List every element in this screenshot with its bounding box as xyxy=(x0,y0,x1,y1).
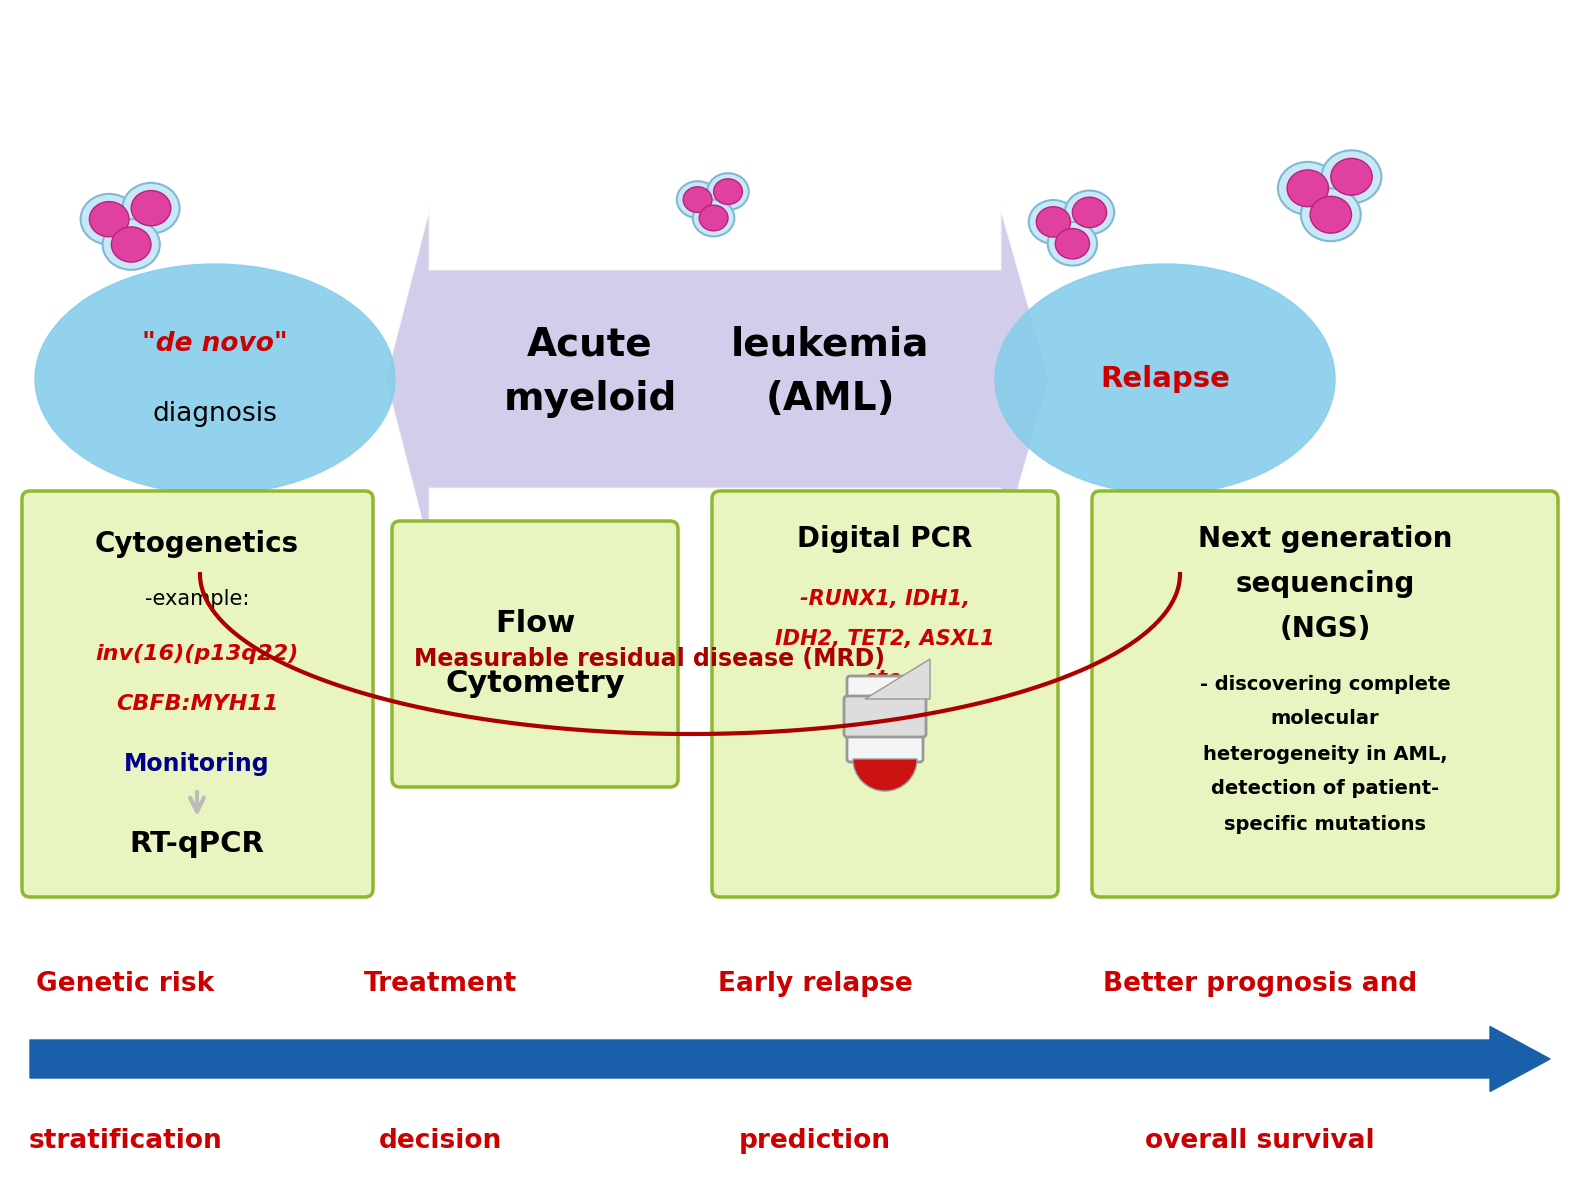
Text: inv(16)(p13q22): inv(16)(p13q22) xyxy=(95,644,298,664)
Ellipse shape xyxy=(1310,197,1351,233)
FancyBboxPatch shape xyxy=(711,492,1058,897)
Text: (NGS): (NGS) xyxy=(1279,615,1370,643)
Text: molecular: molecular xyxy=(1271,710,1380,729)
Text: Cytogenetics: Cytogenetics xyxy=(95,530,300,558)
Ellipse shape xyxy=(706,173,749,210)
Text: diagnosis: diagnosis xyxy=(153,400,278,427)
FancyBboxPatch shape xyxy=(393,522,678,787)
Text: IDH2, TET2, ASXL1: IDH2, TET2, ASXL1 xyxy=(776,629,995,649)
Text: sequencing: sequencing xyxy=(1235,570,1415,598)
Ellipse shape xyxy=(1277,162,1337,215)
Ellipse shape xyxy=(699,205,729,230)
Ellipse shape xyxy=(677,181,719,218)
Ellipse shape xyxy=(1064,191,1115,234)
Ellipse shape xyxy=(1036,206,1071,237)
Ellipse shape xyxy=(90,201,129,236)
FancyBboxPatch shape xyxy=(844,695,926,737)
Text: myeloid: myeloid xyxy=(503,380,677,418)
Text: Genetic risk: Genetic risk xyxy=(36,971,214,998)
Text: Digital PCR: Digital PCR xyxy=(798,525,973,553)
Wedge shape xyxy=(853,759,916,791)
Text: etc.: etc. xyxy=(863,669,907,689)
Text: -RUNX1, IDH1,: -RUNX1, IDH1, xyxy=(800,589,970,609)
Ellipse shape xyxy=(1287,170,1328,206)
Text: stratification: stratification xyxy=(28,1128,222,1153)
Text: Early relapse: Early relapse xyxy=(718,971,913,998)
Text: heterogeneity in AML,: heterogeneity in AML, xyxy=(1203,745,1448,764)
Ellipse shape xyxy=(1301,188,1361,241)
Text: Acute: Acute xyxy=(527,325,653,363)
Text: Treatment: Treatment xyxy=(363,971,517,998)
FancyArrow shape xyxy=(30,1026,1550,1091)
Text: overall survival: overall survival xyxy=(1145,1128,1375,1153)
Ellipse shape xyxy=(1055,229,1090,259)
Text: Flow: Flow xyxy=(495,609,576,639)
Ellipse shape xyxy=(35,264,394,494)
Text: prediction: prediction xyxy=(740,1128,891,1153)
Ellipse shape xyxy=(123,183,180,234)
Ellipse shape xyxy=(80,194,137,245)
FancyBboxPatch shape xyxy=(847,676,923,763)
Ellipse shape xyxy=(714,179,743,204)
Ellipse shape xyxy=(1072,197,1107,228)
Text: CBFB:MYH11: CBFB:MYH11 xyxy=(115,694,278,713)
Ellipse shape xyxy=(692,199,735,236)
Ellipse shape xyxy=(112,227,151,263)
FancyBboxPatch shape xyxy=(22,492,374,897)
Text: specific mutations: specific mutations xyxy=(1224,814,1426,833)
Text: Monitoring: Monitoring xyxy=(125,752,270,776)
Text: Relapse: Relapse xyxy=(1101,364,1230,393)
Text: (AML): (AML) xyxy=(765,380,894,418)
Text: RT-qPCR: RT-qPCR xyxy=(129,830,265,858)
Ellipse shape xyxy=(103,219,159,270)
Text: Next generation: Next generation xyxy=(1199,525,1452,553)
Ellipse shape xyxy=(131,191,170,225)
Ellipse shape xyxy=(1331,158,1372,195)
Text: decision: decision xyxy=(378,1128,501,1153)
Text: leukemia: leukemia xyxy=(730,325,929,363)
Text: -example:: -example: xyxy=(145,589,249,609)
Ellipse shape xyxy=(1047,222,1098,266)
Text: - discovering complete: - discovering complete xyxy=(1200,675,1451,693)
Text: "de novo": "de novo" xyxy=(142,331,289,357)
Text: Better prognosis and: Better prognosis and xyxy=(1102,971,1418,998)
Ellipse shape xyxy=(995,264,1336,494)
Polygon shape xyxy=(385,204,1050,554)
Text: Measurable residual disease (MRD): Measurable residual disease (MRD) xyxy=(415,647,886,671)
Ellipse shape xyxy=(1322,150,1381,204)
Text: Cytometry: Cytometry xyxy=(445,669,624,699)
Ellipse shape xyxy=(1028,200,1079,243)
FancyBboxPatch shape xyxy=(1091,492,1558,897)
Polygon shape xyxy=(866,659,930,699)
Ellipse shape xyxy=(683,187,711,212)
Text: detection of patient-: detection of patient- xyxy=(1211,779,1440,799)
